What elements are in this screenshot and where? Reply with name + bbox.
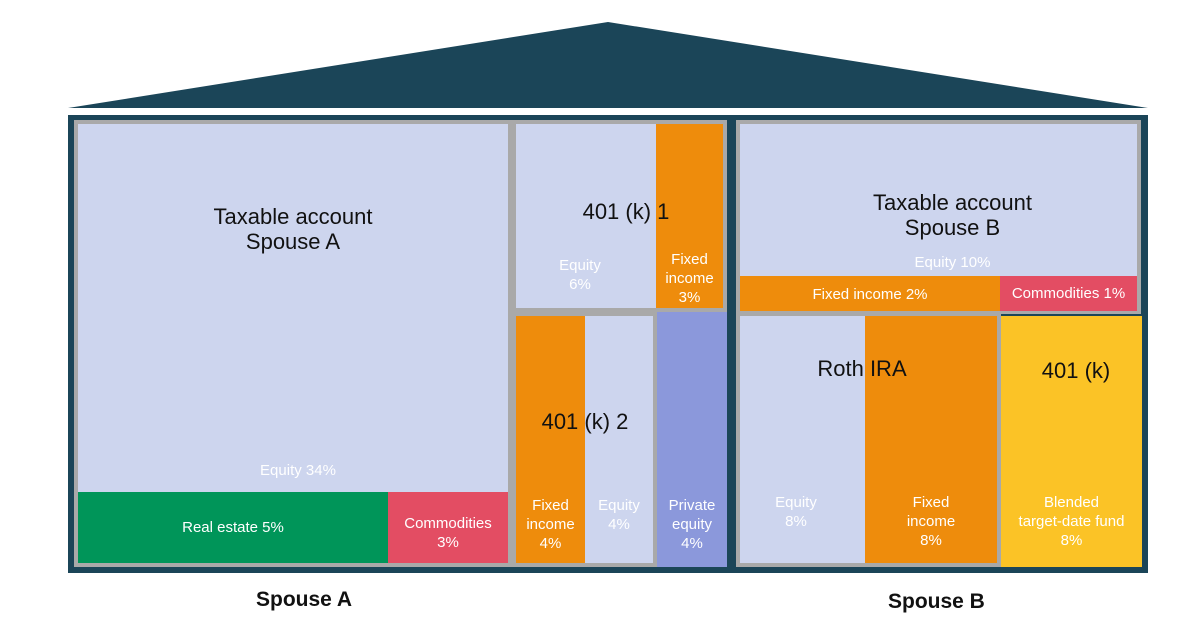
title-line-1: Taxable account	[213, 204, 373, 229]
fixed-line-2: income	[665, 270, 714, 287]
roth-ira-title: Roth IRA	[817, 356, 907, 381]
401k-2-title: 401 (k) 2	[541, 409, 629, 434]
equity-line-1: Equity	[598, 497, 640, 514]
blended-line-1: Blended	[1043, 494, 1100, 511]
house-roof	[68, 22, 1148, 108]
equity-line-1: Equity	[559, 257, 601, 274]
title-line-2: Spouse A	[245, 229, 341, 254]
spouse-b-commodities-block: Commodities 1%	[1000, 276, 1137, 311]
401k-2-equity-label: Equity 4%	[585, 496, 653, 534]
401k-1-title: 401 (k) 1	[582, 199, 670, 224]
taxable-spouse-b-title: Taxable account Spouse B	[740, 190, 1165, 240]
private-equity-label: Private equity 4%	[657, 496, 727, 553]
401k-1-equity-label: Equity 6%	[540, 256, 620, 294]
spouse-b-401k-block: 401 (k) Blended target-date fund 8%	[1001, 316, 1142, 567]
commodities-spouse-a-block: Commodities 3%	[388, 492, 508, 563]
blended-line-3: 8%	[1060, 532, 1083, 549]
commodities-line-2: 3%	[437, 534, 459, 551]
equity-line-2: 4%	[608, 516, 630, 533]
spouse-b-commodities-label: Commodities 1%	[1011, 285, 1126, 302]
commodities-spouse-a-label: Commodities 3%	[388, 514, 508, 552]
fixed-line-3: 4%	[539, 535, 562, 552]
roth-equity-label: Equity 8%	[760, 493, 832, 531]
equity-line-2: 6%	[569, 276, 591, 293]
taxable-spouse-b-equity-label: Equity 10%	[914, 254, 991, 271]
real-estate-label: Real estate 5%	[182, 519, 284, 536]
401k-2-fixed-income-label: Fixed income 4%	[516, 496, 585, 553]
fixed-line-2: income	[526, 516, 575, 533]
private-equity-block: Private equity 4%	[657, 312, 727, 567]
fixed-line-1: Fixed	[671, 251, 708, 268]
private-line-1: Private	[668, 497, 716, 514]
fixed-line-1: Fixed	[912, 494, 950, 511]
equity-line-2: 8%	[785, 513, 807, 530]
private-line-3: 4%	[681, 535, 703, 552]
spouse-b-fixed-income-block: Fixed income 2%	[740, 276, 1000, 311]
commodities-line-1: Commodities	[404, 515, 492, 532]
taxable-spouse-a-title: Taxable account Spouse A	[78, 204, 508, 254]
401k-1-fixed-income-block: Fixed income 3%	[656, 124, 723, 308]
roth-fixed-income-block: Fixed income 8%	[865, 316, 997, 563]
title-line-2: Spouse B	[904, 215, 1001, 240]
fixed-line-2: income	[906, 513, 956, 530]
roof-triangle	[68, 22, 1148, 108]
blended-line-2: target-date fund	[1018, 513, 1125, 530]
spouse-b-401k-title: 401 (k)	[1041, 358, 1111, 383]
fixed-line-3: 3%	[678, 289, 701, 306]
title-line-1: Taxable account	[873, 190, 1032, 215]
spouse-b-fixed-income-label: Fixed income 2%	[812, 286, 928, 303]
real-estate-block: Real estate 5%	[78, 492, 388, 563]
roth-fixed-income-label: Fixed income 8%	[865, 493, 997, 550]
spouse-a-footer: Spouse A	[256, 588, 353, 611]
401k-2-fixed-income-block: Fixed income 4%	[516, 316, 585, 563]
spouse-b-footer: Spouse B	[888, 590, 985, 613]
blended-label: Blended target-date fund 8%	[1001, 493, 1142, 550]
fixed-line-1: Fixed	[532, 497, 569, 514]
fixed-line-3: 8%	[920, 532, 942, 549]
401k-1-fixed-income-label: Fixed income 3%	[656, 250, 723, 307]
equity-line-1: Equity	[775, 494, 817, 511]
private-line-2: equity	[671, 516, 713, 533]
taxable-spouse-a-equity-label: Equity 34%	[260, 462, 336, 479]
